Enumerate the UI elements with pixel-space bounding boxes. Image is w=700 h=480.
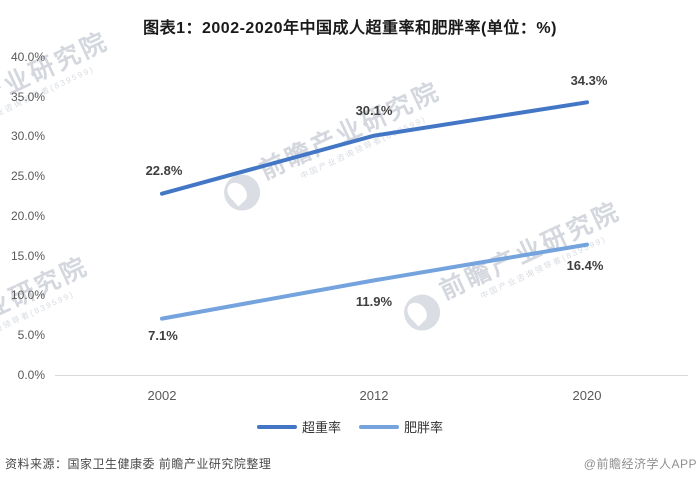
x-axis-label: 2002 (147, 388, 177, 403)
legend-item-obesity: 肥胖率 (359, 417, 443, 436)
y-axis-tick: 35.0% (10, 90, 45, 104)
y-axis-tick: 40.0% (10, 50, 45, 64)
data-label: 34.3% (570, 73, 608, 88)
y-axis-tick: 20.0% (10, 209, 45, 223)
y-axis-tick: 0.0% (17, 368, 45, 382)
overweight-line (160, 100, 589, 196)
y-axis-tick: 10.0% (10, 288, 45, 302)
y-axis-tick: 15.0% (10, 249, 45, 263)
data-label: 30.1% (355, 103, 393, 118)
obesity-line (160, 242, 589, 321)
legend-label: 超重率 (301, 420, 341, 435)
y-axis-tick: 30.0% (10, 129, 45, 143)
data-label: 11.9% (355, 294, 393, 309)
source-note: 资料来源：国家卫生健康委 前瞻产业研究院整理 (5, 457, 272, 471)
data-label: 7.1% (148, 328, 178, 343)
y-axis-tick: 5.0% (17, 328, 45, 342)
data-label: 16.4% (566, 258, 604, 273)
x-axis-label: 2012 (359, 388, 389, 403)
chart-title: 图表1：2002-2020年中国成人超重率和肥胖率(单位：%) (143, 20, 557, 37)
legend-label: 肥胖率 (404, 420, 444, 435)
x-axis-line (55, 375, 688, 376)
credit-note: @前瞻经济学人APP (583, 457, 697, 471)
legend-line-swatch (256, 424, 297, 429)
data-label: 22.8% (145, 163, 183, 178)
chart-legend: 超重率 肥胖率 (0, 417, 700, 436)
legend-item-overweight: 超重率 (256, 417, 341, 436)
y-axis-tick: 25.0% (10, 169, 45, 183)
legend-line-swatch (359, 424, 399, 429)
x-axis-label: 2020 (572, 388, 602, 403)
